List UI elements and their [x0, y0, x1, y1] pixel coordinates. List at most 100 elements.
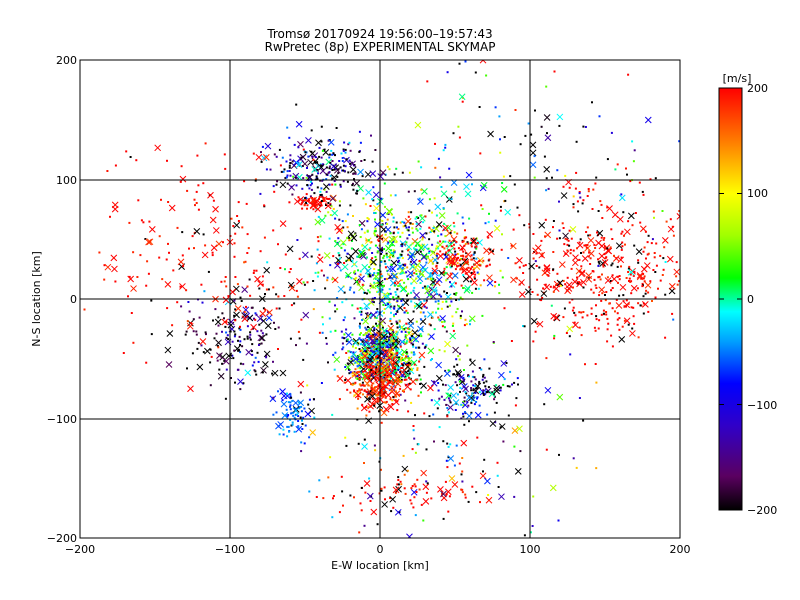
dot-marker: [369, 275, 371, 278]
dot-marker: [502, 440, 505, 443]
dot-marker: [338, 257, 341, 260]
dot-marker: [375, 366, 378, 369]
cross-marker: [430, 286, 438, 294]
dot-marker: [488, 258, 491, 261]
dot-marker: [450, 285, 453, 288]
dot-marker: [392, 232, 395, 235]
dot-marker: [230, 217, 233, 220]
dot-marker: [271, 372, 274, 375]
dot-marker: [410, 272, 413, 275]
dot-marker: [618, 278, 621, 281]
cross-marker: [420, 253, 428, 261]
dot-marker: [449, 281, 451, 284]
cross-marker: [465, 171, 473, 179]
dot-marker: [476, 396, 479, 399]
dot-marker: [492, 341, 495, 343]
dot-marker: [213, 337, 216, 340]
dot-marker: [411, 223, 414, 225]
dot-marker: [285, 408, 288, 411]
dot-marker: [659, 279, 662, 282]
dot-marker: [197, 341, 200, 344]
dot-marker: [419, 272, 422, 275]
dot-marker: [406, 338, 409, 341]
dot-marker: [406, 294, 408, 297]
dot-marker: [254, 318, 257, 321]
dot-marker: [302, 177, 305, 180]
dot-marker: [390, 338, 393, 341]
dot-marker: [253, 361, 256, 364]
dot-marker: [500, 248, 503, 251]
dot-marker: [281, 156, 284, 159]
dot-marker: [514, 262, 517, 265]
dot-marker: [446, 305, 449, 308]
dot-marker: [487, 494, 490, 496]
dot-marker: [379, 363, 382, 366]
cross-marker: [327, 139, 335, 146]
dot-marker: [447, 249, 450, 252]
dot-marker: [419, 270, 422, 273]
dot-marker: [445, 300, 448, 303]
dot-marker: [356, 255, 359, 258]
dot-marker: [216, 359, 219, 362]
dot-marker: [621, 245, 624, 248]
dot-marker: [386, 269, 389, 272]
dot-marker: [600, 203, 603, 206]
dot-marker: [458, 375, 461, 378]
dot-marker: [366, 372, 369, 375]
dot-marker: [310, 188, 313, 191]
dot-marker: [399, 345, 402, 348]
dot-marker: [610, 131, 613, 134]
dot-marker: [286, 126, 289, 129]
dot-marker: [456, 363, 459, 366]
dot-marker: [482, 259, 485, 262]
dot-marker: [570, 237, 573, 240]
dot-marker: [452, 329, 455, 332]
dot-marker: [405, 355, 408, 358]
dot-marker: [395, 372, 398, 375]
dot-marker: [331, 160, 334, 162]
cross-marker: [480, 181, 488, 189]
dot-marker: [388, 372, 391, 374]
dot-marker: [370, 369, 373, 371]
dot-marker: [423, 305, 426, 308]
dot-marker: [412, 353, 415, 356]
dot-marker: [632, 306, 635, 309]
dot-marker: [452, 132, 455, 135]
cross-marker: [350, 351, 357, 358]
dot-marker: [232, 225, 235, 227]
cross-marker: [371, 385, 378, 393]
dot-marker: [418, 259, 421, 262]
dot-marker: [643, 280, 646, 283]
dot-marker: [541, 252, 544, 255]
dot-marker: [587, 190, 590, 193]
dot-marker: [594, 182, 597, 185]
dot-marker: [476, 242, 479, 244]
dot-marker: [380, 394, 382, 397]
dot-marker: [404, 336, 407, 339]
dot-marker: [405, 226, 408, 229]
dot-marker: [243, 261, 246, 264]
dot-marker: [264, 308, 266, 311]
dot-marker: [265, 168, 268, 171]
dot-marker: [533, 155, 536, 158]
dot-marker: [440, 395, 443, 398]
dot-marker: [353, 271, 355, 274]
dot-marker: [375, 348, 378, 350]
dot-marker: [176, 301, 179, 304]
dot-marker: [463, 400, 466, 403]
dot-marker: [415, 320, 418, 323]
dot-marker: [556, 169, 559, 172]
dot-marker: [464, 411, 466, 414]
cross-marker: [349, 160, 356, 168]
dot-marker: [629, 273, 632, 276]
dot-marker: [633, 244, 636, 247]
cross-marker: [146, 238, 154, 246]
cross-marker: [280, 400, 288, 408]
dot-marker: [439, 250, 442, 253]
dot-marker: [323, 148, 326, 151]
dot-marker: [354, 272, 357, 275]
cross-marker: [361, 344, 369, 352]
dot-marker: [369, 247, 372, 250]
cross-marker: [216, 352, 223, 360]
dot-marker: [360, 339, 363, 341]
